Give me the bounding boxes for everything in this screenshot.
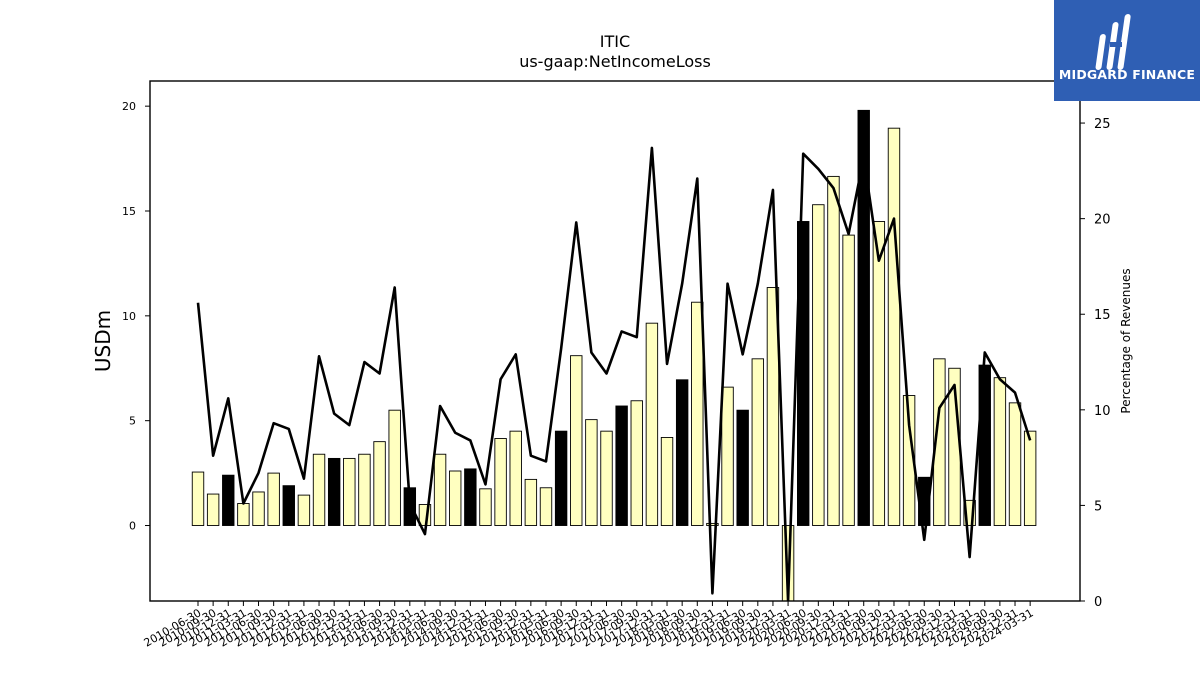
y2-tick-label: 25	[1094, 117, 1111, 132]
bar	[312, 453, 326, 526]
y2-tick-label: 15	[1094, 308, 1111, 323]
y-axis-label: USDm	[91, 310, 115, 372]
bar	[343, 457, 356, 526]
bar	[736, 409, 749, 526]
y-tick-label: 0	[129, 520, 136, 533]
bar	[600, 430, 613, 526]
bar	[494, 438, 507, 526]
bar	[327, 457, 341, 526]
bar	[675, 379, 689, 526]
bar	[539, 487, 553, 526]
y-tick-label: 10	[122, 310, 136, 323]
y2-tick-label: 20	[1094, 213, 1111, 228]
midgard-logo-icon	[1095, 14, 1131, 70]
bar	[827, 175, 840, 526]
bar	[1008, 402, 1022, 526]
bar	[252, 491, 265, 526]
bar	[797, 221, 810, 526]
bar	[978, 364, 991, 526]
bar	[433, 453, 447, 526]
bar	[812, 204, 825, 526]
percentage-line	[196, 146, 1032, 601]
bar	[388, 409, 401, 526]
bar	[963, 499, 976, 526]
bar	[509, 430, 522, 526]
bar	[857, 109, 870, 526]
bar	[282, 485, 295, 526]
y2-tick-label: 10	[1094, 404, 1111, 419]
bar	[706, 522, 719, 526]
brand-logo: MIDGARD FINANCE	[1054, 0, 1200, 101]
bar	[721, 386, 734, 526]
logo-text: MIDGARD FINANCE	[1058, 67, 1196, 82]
bar	[449, 470, 462, 526]
bar	[691, 301, 704, 526]
bar	[751, 358, 765, 526]
bar	[267, 472, 280, 526]
bar	[585, 419, 598, 526]
bar	[524, 478, 538, 526]
plot-area	[191, 109, 1037, 601]
bar	[872, 221, 886, 526]
bar	[615, 405, 628, 526]
bar	[933, 358, 946, 526]
bar	[554, 430, 568, 526]
bar	[842, 234, 855, 526]
bar	[570, 355, 583, 526]
bar	[660, 437, 674, 526]
y-tick-label: 20	[122, 100, 136, 113]
bar	[237, 503, 250, 526]
y-tick-label: 5	[129, 415, 136, 428]
bar	[645, 322, 659, 526]
chart-subtitle: us-gaap:NetIncomeLoss	[519, 52, 711, 71]
bar	[206, 493, 220, 526]
bar	[191, 471, 205, 526]
y2-axis-label: Percentage of Revenues	[1119, 268, 1133, 413]
plot-frame	[149, 80, 1081, 602]
bar	[297, 494, 311, 526]
bar	[479, 488, 492, 526]
bar	[887, 127, 901, 526]
bar	[222, 474, 235, 526]
chart-title: ITIC	[599, 32, 631, 51]
y-tick-label: 15	[122, 205, 136, 218]
y2-tick-label: 0	[1094, 595, 1102, 610]
bar	[993, 377, 1007, 526]
bar	[358, 453, 371, 526]
bar	[630, 400, 643, 526]
bar	[373, 441, 386, 526]
bar	[464, 468, 477, 526]
bar	[1023, 430, 1037, 526]
bar	[766, 287, 780, 526]
y2-tick-label: 5	[1094, 499, 1102, 514]
